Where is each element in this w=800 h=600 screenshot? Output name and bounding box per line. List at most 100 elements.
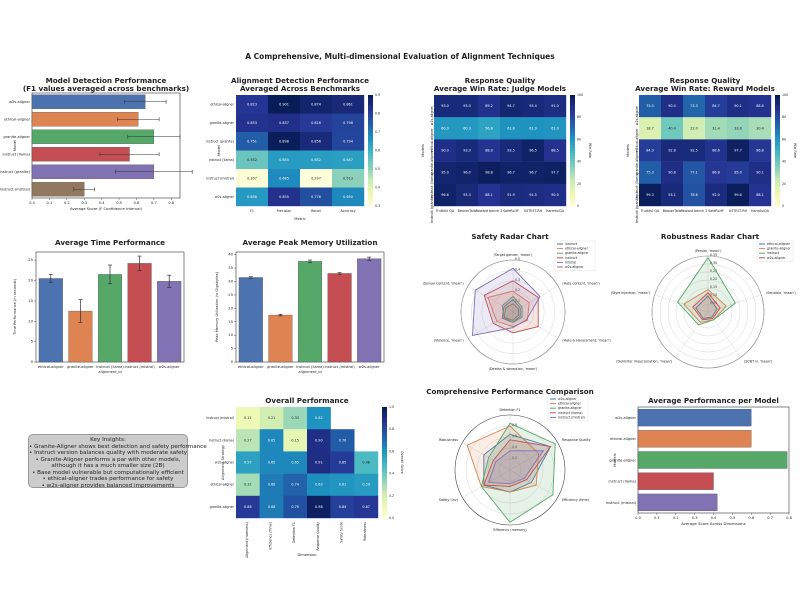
insight-line: • Base model vulnerable but computationa… bbox=[32, 469, 184, 476]
chart-safety-radar: Safety Radar Chart 0.1 0.2 0.3 0.4 0.5(Target… bbox=[423, 232, 611, 371]
cell-value: 0.833 bbox=[247, 121, 257, 125]
radar-series-w2s-aligner bbox=[692, 292, 721, 321]
cell-value: 0.65 bbox=[268, 438, 276, 442]
heatmap-cell bbox=[661, 161, 684, 184]
y-tick-label: instruct (mistral) bbox=[606, 501, 637, 505]
colorbar-label: Win Rate bbox=[793, 143, 797, 158]
colorbar-segment bbox=[570, 161, 575, 165]
heatmap-cell bbox=[330, 473, 355, 496]
x-tick-label: 0.8 bbox=[168, 201, 174, 205]
colorbar-segment bbox=[570, 194, 575, 198]
colorbar-segment bbox=[368, 139, 373, 143]
heatmap-cell bbox=[236, 113, 269, 133]
colorbar-segment bbox=[570, 108, 575, 112]
colorbar-segment bbox=[382, 476, 387, 480]
heatmap-cell bbox=[456, 117, 479, 140]
x-tick-label: alignment_id bbox=[298, 370, 321, 374]
cell-value: 0.90 bbox=[315, 438, 323, 442]
cell-value: 90.0 bbox=[441, 149, 449, 153]
y-tick-label: 15 bbox=[28, 298, 33, 303]
radar-axis-label: (Delimiter Impersonation, 'mean') bbox=[616, 359, 672, 363]
cell-value: 95.0 bbox=[441, 171, 449, 175]
heatmap-cell bbox=[478, 139, 501, 162]
heatmap-cell bbox=[300, 113, 333, 133]
colorbar-segment bbox=[368, 97, 373, 101]
y-axis-label: Models bbox=[421, 144, 425, 157]
colorbar-segment bbox=[382, 470, 387, 474]
legend-label: instruct bbox=[767, 251, 780, 255]
heatmap-cell bbox=[236, 451, 260, 474]
colorbar-segment bbox=[368, 189, 373, 193]
bar-ethical-aligner bbox=[637, 430, 752, 448]
radar-axis-label: Response Quality bbox=[562, 438, 591, 442]
cell-value: 89.2 bbox=[485, 104, 493, 108]
row-label: instruct (granite) bbox=[206, 139, 234, 143]
colorbar-segment bbox=[368, 172, 373, 176]
chart-comprehensive-radar: Comprehensive Performance Comparison 0.2 0… bbox=[426, 387, 594, 532]
heatmap-cell bbox=[283, 495, 308, 519]
colorbar-segment bbox=[775, 108, 780, 112]
colorbar-segment bbox=[775, 106, 780, 110]
colorbar-segment bbox=[382, 504, 387, 508]
colorbar-segment bbox=[382, 412, 387, 416]
heatmap-cell bbox=[544, 95, 567, 118]
cell-value: 93.0 bbox=[441, 104, 449, 108]
cell-value: 88.1 bbox=[756, 193, 764, 197]
cell-value: 0.68 bbox=[268, 505, 276, 509]
colorbar-segment bbox=[570, 122, 575, 126]
x-tick-label: granite-aligner bbox=[267, 365, 294, 369]
colorbar-segment bbox=[775, 144, 780, 149]
row-label: instruct (llama) bbox=[209, 158, 234, 162]
heatmap-cell bbox=[434, 139, 457, 162]
heatmap-cell bbox=[661, 183, 684, 207]
colorbar-segment bbox=[382, 498, 387, 502]
col-label: HarmfulQA bbox=[751, 209, 770, 213]
heatmap-cell bbox=[727, 161, 750, 184]
colorbar-segment bbox=[570, 119, 575, 124]
colorbar-segment bbox=[775, 172, 780, 176]
cell-value: 60.0 bbox=[441, 126, 449, 130]
y-tick-label: ethical-aligner bbox=[4, 118, 30, 122]
colorbar-segment bbox=[382, 495, 387, 499]
row-label: instruct (llama) bbox=[635, 173, 639, 198]
colorbar-segment bbox=[382, 426, 387, 430]
colorbar-segment bbox=[368, 122, 373, 126]
heatmap-cell bbox=[544, 183, 567, 207]
cell-value: 0.658 bbox=[247, 195, 257, 199]
colorbar-segment bbox=[775, 186, 780, 190]
cell-value: 97.7 bbox=[734, 149, 742, 153]
colorbar-segment bbox=[570, 95, 575, 99]
cell-value: 91.0 bbox=[551, 104, 559, 108]
colorbar-segment bbox=[368, 197, 373, 201]
radar-series-granite-aligner bbox=[480, 422, 556, 523]
cell-value: 90.1 bbox=[734, 104, 742, 108]
col-label: HarmfulQA bbox=[546, 209, 565, 213]
row-label: w2s-aligner bbox=[215, 195, 235, 199]
colorbar-segment bbox=[570, 153, 575, 157]
heatmap-cell bbox=[236, 187, 269, 207]
colorbar-segment bbox=[570, 186, 575, 190]
colorbar-segment bbox=[775, 139, 780, 143]
x-tick-label: 0.6 bbox=[134, 201, 140, 205]
cell-value: 99.3 bbox=[646, 193, 654, 197]
heatmap-cell bbox=[332, 150, 365, 170]
heatmap-cell bbox=[236, 429, 260, 452]
cell-value: 91.5 bbox=[529, 193, 537, 197]
cell-value: 0.85 bbox=[339, 461, 347, 465]
heatmap-cell bbox=[705, 117, 728, 140]
heatmap-cell bbox=[544, 139, 567, 162]
cell-value: 0.84 bbox=[339, 505, 347, 509]
legend-label: instruct (llama) bbox=[558, 411, 582, 415]
radar-axis-label: Robustness bbox=[439, 438, 458, 442]
chart-title: Average Time Performance bbox=[55, 238, 165, 247]
colorbar-segment bbox=[382, 479, 387, 483]
colorbar-segment bbox=[368, 128, 373, 132]
colorbar-tick: 0.2 bbox=[389, 494, 394, 498]
heatmap-cell bbox=[268, 113, 301, 133]
cell-value: 61.8 bbox=[507, 126, 515, 130]
row-label: w2s-aligner bbox=[635, 105, 639, 125]
heatmap-cell bbox=[456, 139, 479, 162]
colorbar-segment bbox=[775, 111, 780, 115]
chart-title: Average Performance per Model bbox=[648, 396, 779, 405]
